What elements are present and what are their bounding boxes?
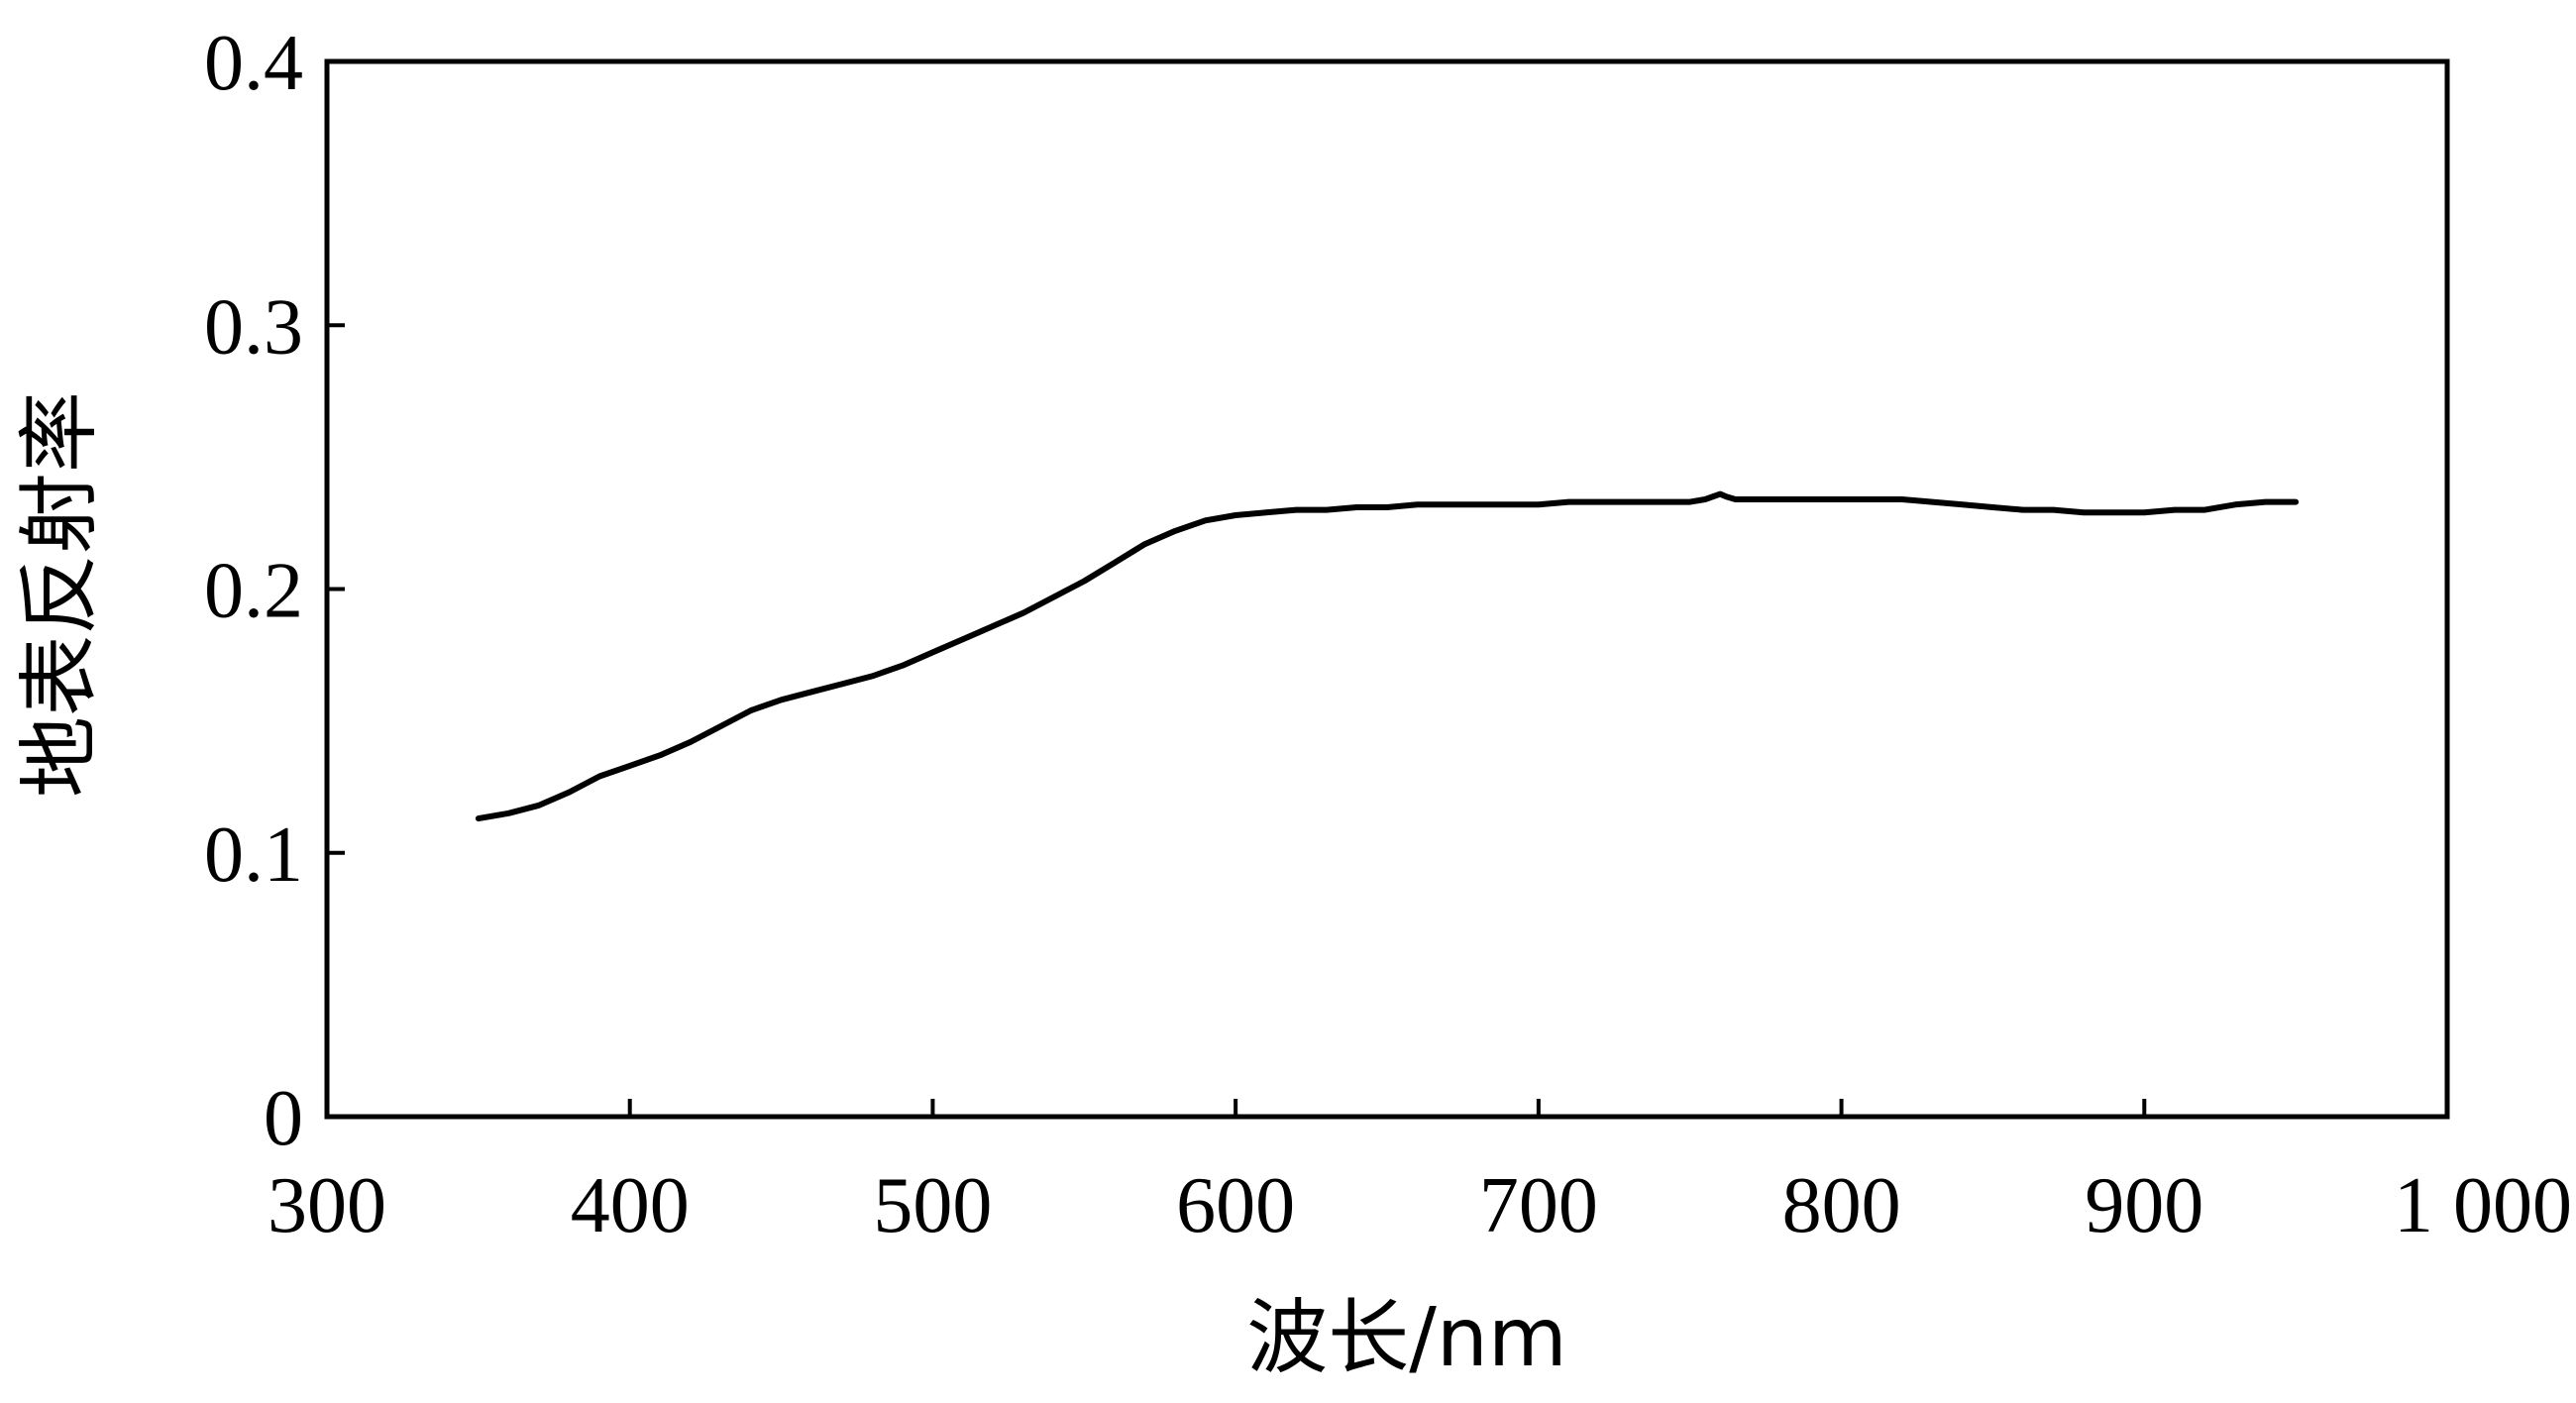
x-tick-label: 600 — [1176, 1162, 1295, 1249]
y-tick-label: 0 — [264, 1075, 303, 1162]
y-tick-label: 0.1 — [204, 811, 303, 899]
reflectance-line — [475, 490, 2300, 822]
x-tick-label: 700 — [1479, 1162, 1598, 1249]
x-axis-ticks: 300 400 500 600 700 800 900 1 000 — [268, 1099, 2572, 1249]
x-tick-label: 900 — [2085, 1162, 2203, 1249]
x-tick-label: 1 000 — [2394, 1162, 2572, 1249]
x-axis-title: 波长/nm — [1246, 1291, 1566, 1385]
y-tick-label: 0.4 — [204, 20, 303, 107]
x-tick-label: 800 — [1782, 1162, 1901, 1249]
x-tick-label: 300 — [268, 1162, 386, 1249]
y-tick-label: 0.2 — [204, 548, 303, 635]
y-axis-ticks: 0 0.1 0.2 0.3 0.4 — [204, 20, 345, 1162]
x-tick-label: 500 — [873, 1162, 992, 1249]
x-tick-label: 400 — [571, 1162, 690, 1249]
y-tick-label: 0.3 — [204, 283, 303, 371]
plot-area — [324, 58, 2450, 1120]
y-axis-title: 地表反射率 — [13, 391, 107, 798]
